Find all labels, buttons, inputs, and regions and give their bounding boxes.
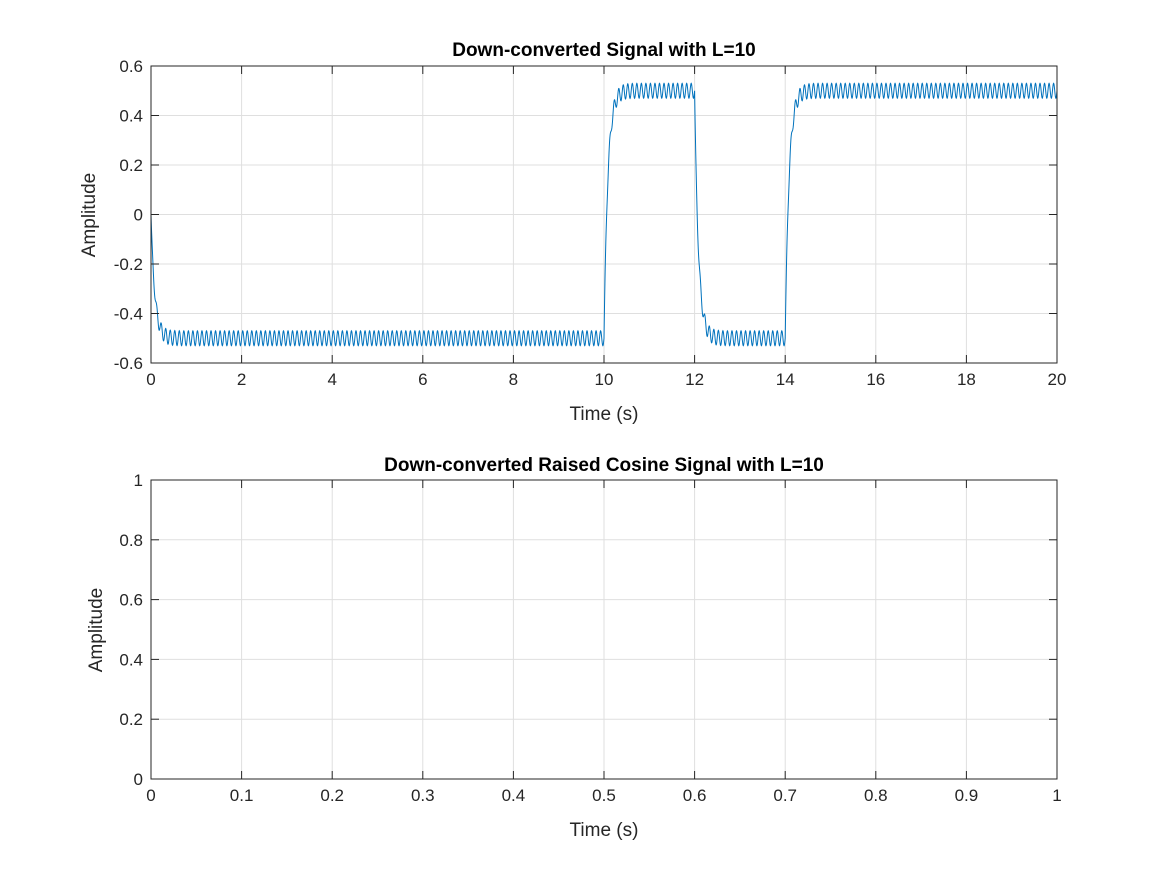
top-y-tick-label: -0.4	[114, 305, 143, 324]
top-x-tick-label: 8	[509, 370, 518, 389]
bottom-x-tick-label: 0.2	[320, 786, 344, 805]
bottom-x-tick-label: 0.3	[411, 786, 435, 805]
bottom-x-tick-label: 0.9	[955, 786, 979, 805]
bottom-subplot: Down-converted Raised Cosine Signal with…	[86, 455, 1062, 841]
top-x-axis-label: Time (s)	[570, 404, 639, 425]
bottom-x-tick-label: 0	[146, 786, 155, 805]
top-x-tick-label: 20	[1048, 370, 1067, 389]
top-ticks: 0 2 4 6 8 10 12 14 16 18 20 -0.6 -0.4 -0.2 0 0.2 0.4 0.6	[114, 57, 1067, 389]
top-x-tick-label: 0	[146, 370, 155, 389]
top-x-tick-label: 6	[418, 370, 427, 389]
top-y-tick-label: 0.6	[119, 57, 143, 76]
top-x-tick-label: 14	[776, 370, 795, 389]
bottom-x-tick-label: 0.7	[773, 786, 797, 805]
bottom-y-axis-label: Amplitude	[86, 588, 107, 673]
bottom-x-tick-label: 0.6	[683, 786, 707, 805]
bottom-x-tick-label: 0.8	[864, 786, 888, 805]
bottom-y-tick-label: 0.6	[119, 591, 143, 610]
bottom-y-tick-label: 0.2	[119, 710, 143, 729]
bottom-x-tick-label: 0.5	[592, 786, 616, 805]
top-y-axis-label: Amplitude	[79, 173, 100, 258]
bottom-x-tick-label: 0.1	[230, 786, 254, 805]
bottom-x-axis-label: Time (s)	[570, 820, 639, 841]
top-y-tick-label: -0.2	[114, 255, 143, 274]
bottom-y-tick-label: 0.8	[119, 531, 143, 550]
top-subplot: Down-converted Signal with L=10 0 2 4 6 8 10 1…	[79, 40, 1066, 425]
bottom-x-tick-label: 1	[1052, 786, 1061, 805]
bottom-y-tick-label: 0.4	[119, 650, 143, 669]
top-y-tick-label: 0	[134, 206, 143, 225]
bottom-y-tick-label: 0	[134, 770, 143, 789]
top-series	[150, 82, 1058, 347]
top-x-tick-label: 4	[327, 370, 336, 389]
top-y-tick-label: 0.2	[119, 156, 143, 175]
top-x-tick-label: 18	[957, 370, 976, 389]
top-subplot-title: Down-converted Signal with L=10	[452, 40, 756, 61]
bottom-x-tick-label: 0.4	[502, 786, 526, 805]
bottom-ticks: 0 0.1 0.2 0.3 0.4 0.5 0.6 0.7 0.8 0.9 1 0 0.2 0.4 0.6 0…	[119, 471, 1061, 805]
bottom-y-tick-label: 1	[134, 471, 143, 490]
top-x-tick-label: 16	[866, 370, 885, 389]
top-x-tick-label: 12	[685, 370, 704, 389]
top-x-tick-label: 2	[237, 370, 246, 389]
top-series-line-0	[150, 82, 1058, 347]
top-x-tick-label: 10	[595, 370, 614, 389]
top-y-tick-label: -0.6	[114, 354, 143, 373]
top-y-tick-label: 0.4	[119, 107, 143, 126]
bottom-subplot-title: Down-converted Raised Cosine Signal with…	[384, 455, 824, 476]
